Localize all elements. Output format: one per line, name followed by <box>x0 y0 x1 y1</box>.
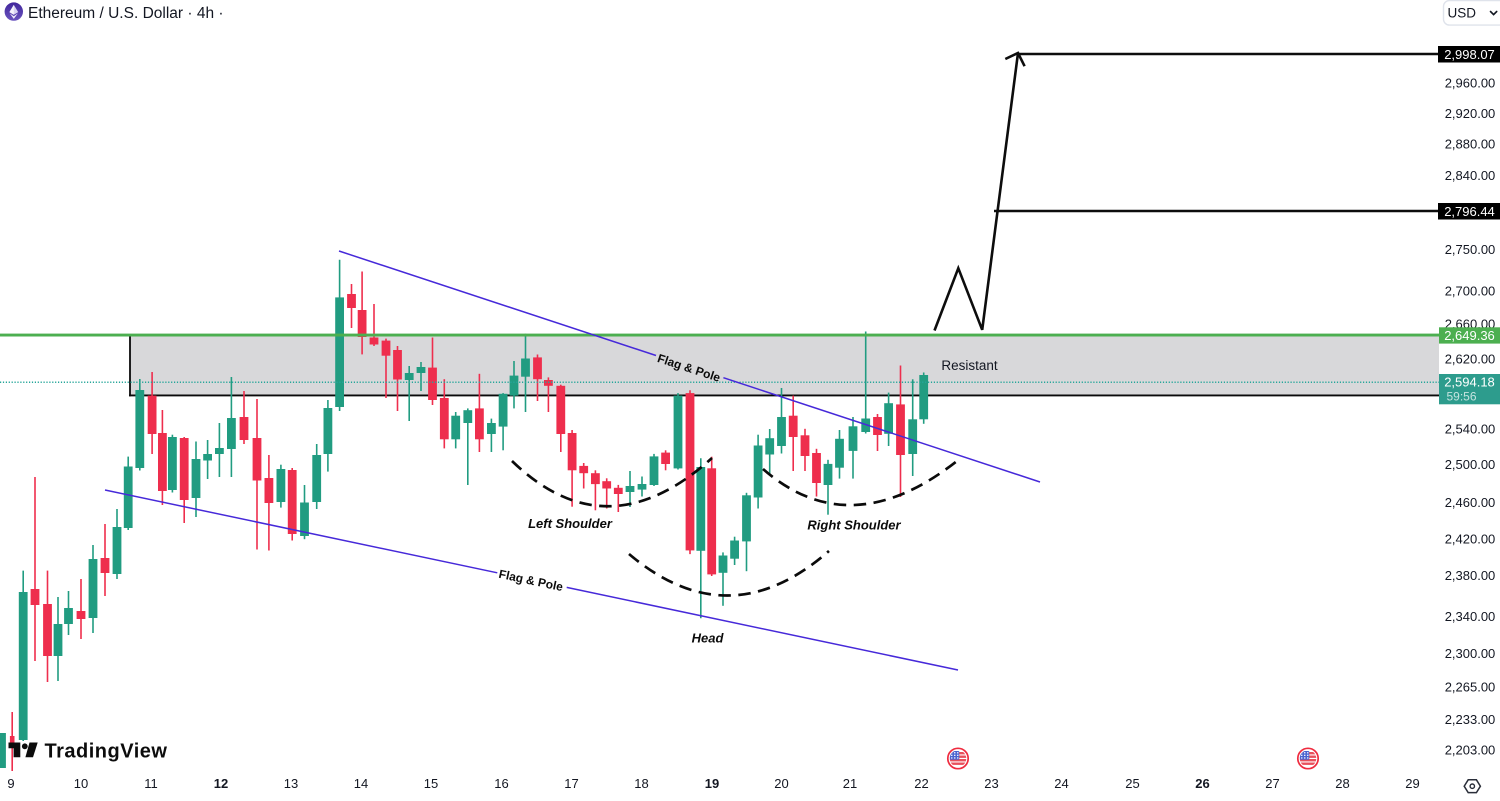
svg-text:19: 19 <box>705 776 719 791</box>
svg-text:16: 16 <box>494 776 508 791</box>
svg-text:2,880.00: 2,880.00 <box>1445 137 1496 152</box>
svg-text:2,420.00: 2,420.00 <box>1445 532 1496 547</box>
svg-text:2,380.00: 2,380.00 <box>1445 568 1496 583</box>
svg-text:26: 26 <box>1195 776 1209 791</box>
svg-text:2,500.00: 2,500.00 <box>1445 457 1496 472</box>
svg-text:11: 11 <box>144 776 158 791</box>
svg-text:22: 22 <box>914 776 928 791</box>
svg-text:2,540.00: 2,540.00 <box>1445 422 1496 437</box>
svg-text:27: 27 <box>1265 776 1279 791</box>
svg-text:24: 24 <box>1054 776 1068 791</box>
svg-text:Ethereum / U.S. Dollar · 4h ·: Ethereum / U.S. Dollar · 4h · <box>28 5 224 22</box>
svg-text:17: 17 <box>564 776 578 791</box>
svg-text:TradingView: TradingView <box>45 741 168 763</box>
svg-text:2,920.00: 2,920.00 <box>1445 106 1496 121</box>
svg-text:2,796.44: 2,796.44 <box>1444 204 1495 219</box>
svg-text:2,840.00: 2,840.00 <box>1445 168 1496 183</box>
svg-text:USD: USD <box>1448 6 1477 21</box>
svg-text:28: 28 <box>1335 776 1349 791</box>
svg-text:13: 13 <box>284 776 298 791</box>
svg-text:2,340.00: 2,340.00 <box>1445 609 1496 624</box>
svg-text:2,265.00: 2,265.00 <box>1445 680 1496 695</box>
svg-text:9: 9 <box>7 776 14 791</box>
svg-text:20: 20 <box>774 776 788 791</box>
svg-text:Right Shoulder: Right Shoulder <box>807 518 901 533</box>
svg-text:59:56: 59:56 <box>1447 390 1477 404</box>
svg-text:2,750.00: 2,750.00 <box>1445 242 1496 257</box>
svg-text:12: 12 <box>214 776 228 791</box>
svg-text:21: 21 <box>843 776 857 791</box>
svg-text:2,960.00: 2,960.00 <box>1445 76 1496 91</box>
svg-text:2,998.07: 2,998.07 <box>1444 47 1495 62</box>
svg-text:2,460.00: 2,460.00 <box>1445 495 1496 510</box>
svg-text:25: 25 <box>1125 776 1139 791</box>
svg-text:23: 23 <box>984 776 998 791</box>
svg-text:15: 15 <box>424 776 438 791</box>
svg-text:2,233.00: 2,233.00 <box>1445 712 1496 727</box>
svg-text:Resistant: Resistant <box>941 358 998 373</box>
svg-text:2,300.00: 2,300.00 <box>1445 646 1496 661</box>
svg-text:10: 10 <box>74 776 88 791</box>
svg-text:2,649.36: 2,649.36 <box>1444 328 1495 343</box>
svg-text:18: 18 <box>634 776 648 791</box>
svg-text:2,700.00: 2,700.00 <box>1445 284 1496 299</box>
svg-text:2,620.00: 2,620.00 <box>1445 352 1496 367</box>
svg-text:Left Shoulder: Left Shoulder <box>528 516 613 531</box>
svg-text:Head: Head <box>692 631 725 646</box>
svg-text:2,594.18: 2,594.18 <box>1444 374 1495 389</box>
svg-text:29: 29 <box>1405 776 1419 791</box>
svg-text:2,203.00: 2,203.00 <box>1445 743 1496 758</box>
svg-text:14: 14 <box>354 776 368 791</box>
